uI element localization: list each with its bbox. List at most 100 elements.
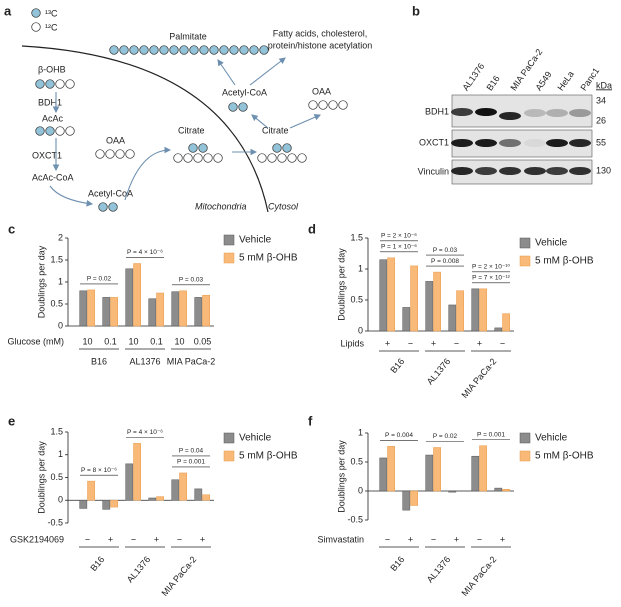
label: AcAc-CoA xyxy=(32,172,74,182)
bar xyxy=(433,447,441,492)
arrow xyxy=(217,59,236,86)
bar xyxy=(471,455,480,492)
x-tick-label: + xyxy=(431,338,436,348)
bar xyxy=(110,297,118,327)
panel-letter: e xyxy=(8,413,15,428)
carbon-bead xyxy=(139,45,149,55)
x-tick-label: − xyxy=(477,534,482,544)
arrow xyxy=(249,57,286,86)
y-tick-label: -0.5 xyxy=(47,517,63,527)
legend-swatch xyxy=(519,255,531,267)
x-tick-label: + xyxy=(385,338,390,348)
bar xyxy=(456,290,464,332)
carbon-bead xyxy=(65,79,75,89)
bar xyxy=(433,271,441,332)
group-label: B16 xyxy=(388,356,406,375)
group-label: MIA PaCa-2 xyxy=(159,554,198,598)
marker: 26 xyxy=(596,115,606,125)
carbon-bead xyxy=(55,126,65,136)
carbon-bead xyxy=(272,143,282,153)
carbon-bead xyxy=(115,149,125,159)
bar xyxy=(379,457,388,492)
group-label: AL1376 xyxy=(125,554,153,584)
p-value: P = 7 × 10⁻¹² xyxy=(472,275,510,282)
band xyxy=(569,109,591,117)
group-label: MIA PaCa-2 xyxy=(459,356,498,400)
legend-label: Vehicle xyxy=(535,433,568,444)
bar xyxy=(502,313,510,332)
arrow xyxy=(289,114,322,129)
bar xyxy=(402,307,411,332)
band xyxy=(524,167,546,175)
bar xyxy=(410,490,418,506)
bar xyxy=(87,289,95,327)
carbon-bead xyxy=(338,100,348,110)
band xyxy=(569,139,591,147)
bar xyxy=(125,463,134,501)
carbon-bead xyxy=(239,45,249,55)
x-tick-label: − xyxy=(85,534,90,544)
y-tick-label: 0 xyxy=(358,325,363,335)
x-tick-label: 10 xyxy=(82,336,92,346)
panel-letter: f xyxy=(308,413,313,428)
carbon-bead xyxy=(129,45,139,55)
carbon-bead xyxy=(213,153,223,163)
label: OAA xyxy=(106,135,125,145)
p-value: P = 0.001 xyxy=(477,431,505,438)
band xyxy=(546,109,568,117)
p-value: P = 2 × 10⁻¹⁰ xyxy=(472,264,510,271)
band xyxy=(524,139,546,147)
label: Citrate xyxy=(178,125,205,135)
bar xyxy=(202,294,210,327)
x-tick-label: + xyxy=(500,534,505,544)
x-tick-label: − xyxy=(385,534,390,544)
y-tick-label: 0.5 xyxy=(350,456,363,466)
condition-label: Glucose (mM) xyxy=(7,336,64,346)
panel-a: a ¹³C ¹²C Palmitate Fatty acids, cholest… xyxy=(4,3,373,213)
legend-swatch xyxy=(519,237,531,249)
group-label: AL1376 xyxy=(425,554,453,584)
bar xyxy=(471,288,480,332)
panel-letter: b xyxy=(412,3,420,18)
carbon-bead xyxy=(328,100,338,110)
bar xyxy=(133,263,141,327)
carbon-bead xyxy=(282,143,292,153)
unit: kDa xyxy=(596,80,612,90)
y-tick-label: 1.5 xyxy=(50,426,63,436)
x-tick-label: − xyxy=(500,338,505,348)
band xyxy=(475,139,497,147)
bar xyxy=(79,290,88,327)
lane-label: B16 xyxy=(484,74,501,93)
group-label: B16 xyxy=(388,554,406,573)
carbon-bead xyxy=(267,153,277,163)
carbon-bead xyxy=(109,45,119,55)
label: β-OHB xyxy=(38,64,66,74)
carbon-bead xyxy=(257,153,267,163)
x-tick-label: 0.1 xyxy=(150,336,163,346)
legend-label: Vehicle xyxy=(239,433,272,444)
band xyxy=(546,167,568,175)
bar xyxy=(87,480,95,501)
label: protein/histone acetylation xyxy=(268,40,373,50)
label: OAA xyxy=(312,86,331,96)
bar xyxy=(156,496,164,501)
panel-letter: a xyxy=(4,3,12,18)
label: Cytosol xyxy=(268,201,299,211)
carbon-bead xyxy=(219,45,229,55)
band xyxy=(451,167,473,175)
legend-label: 5 mM β-OHB xyxy=(239,253,298,264)
label: Fatty acids, cholesterol, xyxy=(273,28,368,38)
carbon-bead xyxy=(209,45,219,55)
y-tick-label: 1 xyxy=(58,449,63,459)
y-tick-label: 2 xyxy=(58,232,63,242)
marker: 130 xyxy=(596,165,611,175)
marker: 34 xyxy=(596,95,606,105)
bar xyxy=(202,494,210,501)
group-label: AL1376 xyxy=(129,356,160,366)
y-tick-label: 1 xyxy=(358,427,363,437)
x-tick-label: − xyxy=(131,534,136,544)
band xyxy=(524,109,546,117)
band xyxy=(569,167,591,175)
carbon-bead xyxy=(105,149,115,159)
carbon-bead xyxy=(35,79,45,89)
